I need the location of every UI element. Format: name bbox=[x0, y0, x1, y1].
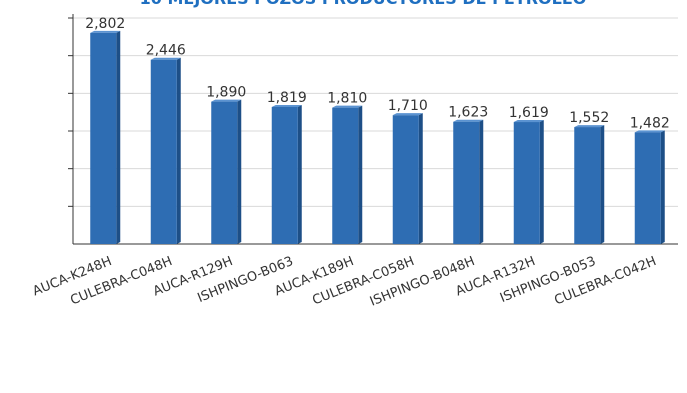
bar-top bbox=[150, 57, 181, 60]
bar-side bbox=[539, 120, 544, 244]
value-label: 1,819 bbox=[267, 90, 307, 106]
bar-side bbox=[237, 99, 242, 245]
bar-side bbox=[297, 104, 302, 245]
bar-side bbox=[479, 119, 484, 244]
category-label: CULEBRA-C042H bbox=[552, 254, 658, 309]
bar bbox=[392, 115, 419, 245]
bar bbox=[90, 32, 117, 244]
value-label: 2,446 bbox=[146, 43, 186, 59]
bar bbox=[453, 121, 480, 244]
category-label: CULEBRA-C048H bbox=[68, 254, 174, 309]
bar-side bbox=[418, 113, 423, 245]
value-label: 1,623 bbox=[448, 105, 488, 121]
bar-top bbox=[453, 119, 484, 122]
bars bbox=[90, 30, 665, 245]
value-label: 1,552 bbox=[569, 110, 609, 126]
value-label: 2,802 bbox=[85, 16, 125, 32]
bar-top bbox=[90, 30, 121, 33]
chart-title: 10 MEJORES POZOS PRODUCTORES DE PETRÓLEO bbox=[140, 0, 587, 8]
bar-top bbox=[513, 120, 544, 123]
category-labels: AUCA-K248HCULEBRA-C048HAUCA-R129HISHPING… bbox=[31, 254, 659, 310]
bar-top bbox=[271, 104, 302, 107]
bar-top bbox=[634, 130, 665, 133]
bar bbox=[574, 127, 601, 244]
value-label: 1,619 bbox=[509, 105, 549, 121]
value-label: 1,810 bbox=[327, 91, 367, 107]
bar bbox=[513, 122, 540, 244]
bar-top bbox=[392, 113, 423, 116]
value-label: 1,890 bbox=[206, 85, 246, 101]
bar-side bbox=[660, 130, 665, 244]
bar-side bbox=[176, 57, 181, 244]
bar bbox=[332, 107, 359, 244]
bar-top bbox=[332, 105, 363, 108]
bar-side bbox=[600, 125, 605, 244]
category-label: CULEBRA-C058H bbox=[310, 254, 416, 309]
value-labels: 2,802 2,446 1,890 1,819 1,810 1,710 1,623 1,619… bbox=[85, 16, 670, 131]
bar bbox=[271, 106, 298, 245]
bar bbox=[211, 101, 238, 245]
bar-top bbox=[211, 99, 242, 102]
bar bbox=[150, 59, 177, 244]
bar-side bbox=[116, 30, 121, 244]
bar bbox=[634, 132, 661, 244]
bar-top bbox=[574, 125, 605, 128]
bar-side bbox=[358, 105, 363, 244]
value-label: 1,710 bbox=[388, 98, 428, 114]
value-label: 1,482 bbox=[630, 115, 670, 131]
